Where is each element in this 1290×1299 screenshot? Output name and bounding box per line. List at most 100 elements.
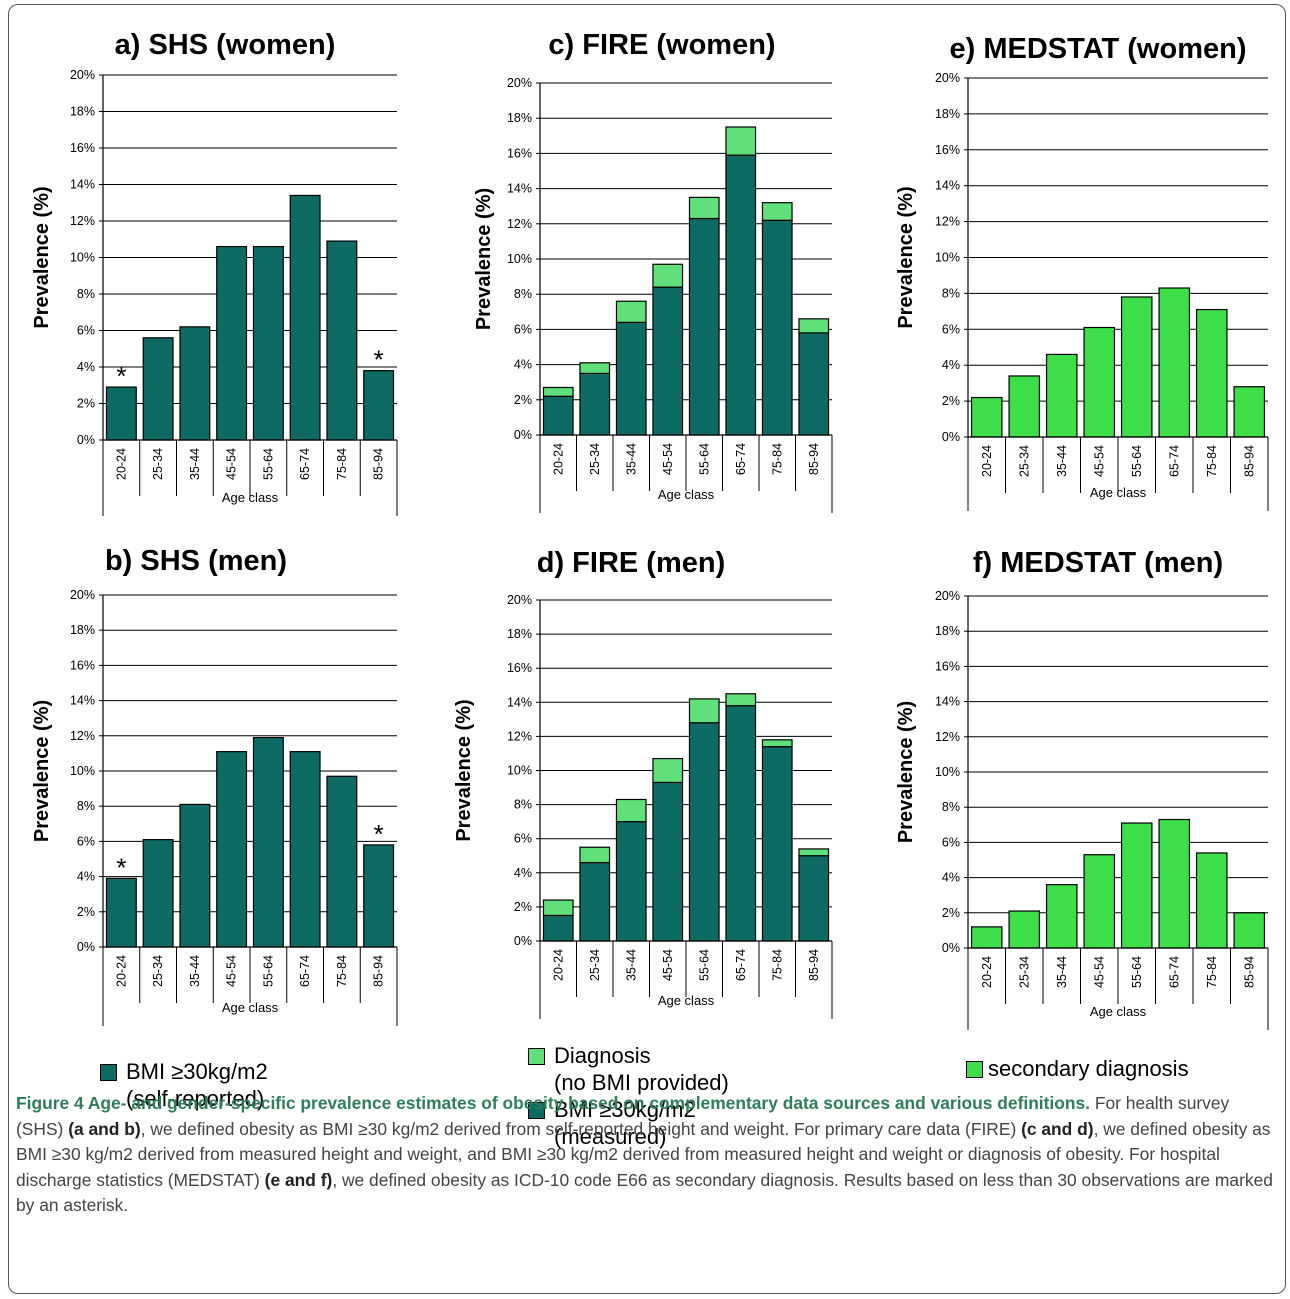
y-tick-label: 6% [514, 322, 532, 336]
chart-title: b) SHS (men) [105, 545, 287, 577]
bar-diagnosis [761, 739, 793, 748]
bar-diagnosis [688, 698, 720, 724]
bar-secondary [1158, 818, 1191, 949]
bar-bmi [142, 337, 174, 441]
y-tick-label: 0% [942, 941, 960, 955]
chart-panel-a: a) SHS (women) 0% 2% 4% 6% 8% 10% 12% 14% 16% 18% 2… [31, 29, 398, 516]
x-tick-label: 55-64 [1130, 445, 1144, 477]
bar-diagnosis [652, 263, 684, 288]
legend-fire: Diagnosis (no BMI provided) BMI ≥30kg/m2… [528, 1042, 729, 1150]
y-tick-label: 14% [935, 695, 960, 709]
y-tick-label: 18% [507, 111, 532, 125]
caption-ref: (c and d) [1021, 1118, 1094, 1139]
bar-bmi [179, 803, 211, 948]
y-tick-label: 10% [935, 765, 960, 779]
bar-bmi [615, 321, 647, 436]
y-tick-label: 12% [507, 729, 532, 743]
x-tick-label: 35-44 [1055, 956, 1069, 988]
bar-secondary [1045, 353, 1078, 438]
bar-secondary [970, 926, 1003, 949]
bar-bmi [688, 722, 720, 942]
x-tick-label: 25-34 [588, 443, 602, 475]
bar-bmi [725, 154, 757, 436]
bar-bmi [615, 821, 647, 942]
legend-shs: BMI ≥30kg/m2 (self-reported) [100, 1058, 268, 1112]
bar-diagnosis [579, 846, 611, 864]
y-tick-label: 2% [514, 900, 532, 914]
x-tick-label: 25-34 [1017, 956, 1031, 988]
y-tick-label: 6% [942, 835, 960, 849]
bar-diagnosis [761, 202, 793, 221]
asterisk-marker: * [374, 819, 384, 849]
x-tick-label: 25-34 [588, 949, 602, 981]
x-tick-label: 20-24 [980, 445, 994, 477]
y-tick-label: 20% [935, 589, 960, 603]
legend-label: secondary diagnosis [988, 1056, 1189, 1081]
bar-secondary [1008, 375, 1041, 438]
bar-bmi [798, 332, 830, 436]
caption-text: , we defined obesity as BMI ≥30 kg/m2 de… [140, 1118, 1022, 1139]
legend-item-secondary-diagnosis: secondary diagnosis [966, 1055, 1189, 1082]
x-tick-label: 55-64 [697, 443, 711, 475]
chart-panel-f: f) MEDSTAT (men) 0% 2% 4% 6% 8% 10% 12% 14% 16% 18… [895, 547, 1269, 1030]
x-tick-label: 65-74 [734, 949, 748, 981]
y-tick-label: 12% [507, 217, 532, 231]
chart-title: f) MEDSTAT (men) [973, 547, 1223, 579]
bar-diagnosis [579, 362, 611, 374]
y-tick-label: 20% [935, 71, 960, 85]
chart-panel-d: d) FIRE (men) 0% 2% 4% 6% 8% 10% 12% 14% 16% 18% 20… [453, 547, 833, 1019]
x-tick-label: 85-94 [807, 949, 821, 981]
y-tick-label: 0% [942, 430, 960, 444]
bar-bmi [761, 746, 793, 942]
y-tick-label: 10% [507, 764, 532, 778]
caption-title: Figure 4 Age- and gender-specific preval… [16, 1093, 1091, 1113]
legend-label: BMI ≥30kg/m2 [126, 1059, 268, 1084]
x-tick-label: 85-94 [807, 443, 821, 475]
y-tick-label: 2% [942, 906, 960, 920]
y-tick-label: 8% [77, 287, 95, 301]
bar-bmi [798, 855, 830, 942]
bar-diagnosis [688, 196, 720, 220]
x-tick-label: 55-64 [261, 955, 275, 987]
x-tick-label: 25-34 [151, 448, 165, 480]
chart-title: d) FIRE (men) [537, 547, 726, 579]
x-axis-label: Age class [1090, 485, 1147, 500]
y-tick-label: 18% [70, 105, 95, 119]
y-tick-label: 18% [70, 623, 95, 637]
y-axis-label: Prevalence (%) [473, 188, 495, 330]
bar-bmi [252, 245, 284, 441]
y-tick-label: 0% [514, 428, 532, 442]
legend-swatch-bmi [100, 1064, 117, 1081]
x-tick-label: 20-24 [114, 955, 128, 987]
y-tick-label: 4% [77, 870, 95, 884]
x-tick-label: 65-74 [298, 448, 312, 480]
y-tick-label: 4% [942, 358, 960, 372]
bar-secondary [1083, 326, 1116, 438]
x-tick-label: 35-44 [624, 443, 638, 475]
bar-diagnosis [615, 798, 647, 823]
bar-bmi [363, 370, 395, 441]
x-tick-label: 25-34 [151, 955, 165, 987]
x-tick-label: 20-24 [551, 949, 565, 981]
bar-bmi [652, 781, 684, 942]
bar-bmi [579, 861, 611, 942]
chart-panel-c: c) FIRE (women) 0% 2% 4% 6% 8% 10% 12% 14% 16% 18%… [473, 29, 833, 513]
bar-bmi [579, 372, 611, 436]
y-tick-label: 10% [507, 252, 532, 266]
bar-bmi [105, 877, 137, 948]
bar-bmi [105, 386, 137, 441]
bar-bmi [363, 844, 395, 948]
bar-secondary [1045, 884, 1078, 949]
bar-bmi [326, 775, 358, 948]
x-tick-label: 45-54 [661, 443, 675, 475]
bar-secondary [1120, 822, 1153, 949]
y-tick-label: 8% [77, 799, 95, 813]
legend-swatch-bmi [528, 1102, 545, 1119]
y-axis-label: Prevalence (%) [895, 701, 917, 843]
y-tick-label: 20% [70, 68, 95, 82]
x-tick-label: 85-94 [372, 955, 386, 987]
chart-panel-b: b) SHS (men) 0% 2% 4% 6% 8% 10% 12% 14% 16% 18% 20%… [31, 545, 398, 1026]
y-tick-label: 16% [935, 143, 960, 157]
x-tick-label: 45-54 [225, 448, 239, 480]
y-tick-label: 6% [77, 834, 95, 848]
